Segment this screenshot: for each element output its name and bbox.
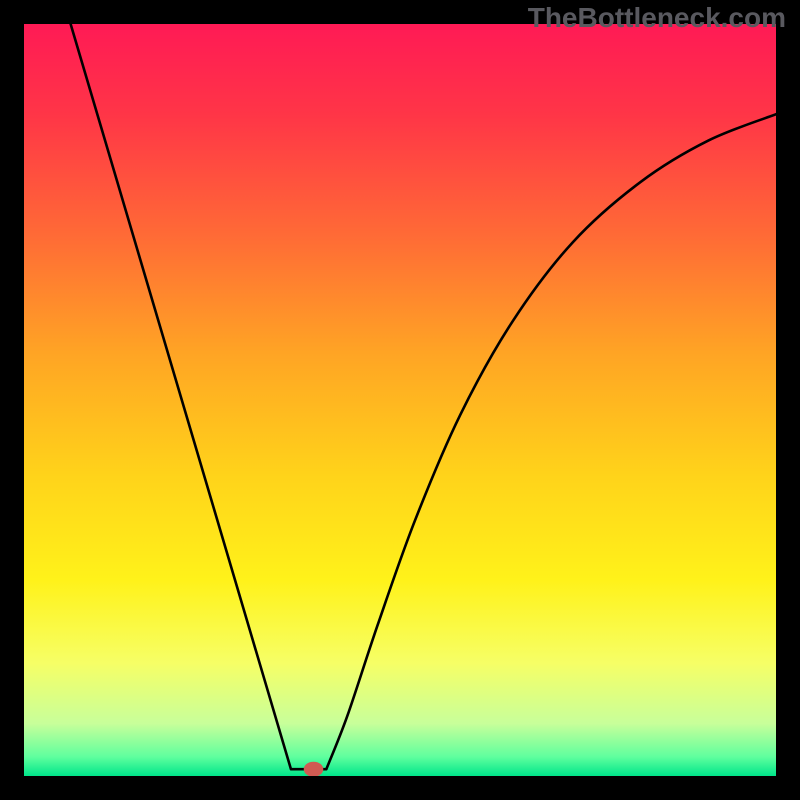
chart-svg bbox=[0, 0, 800, 800]
watermark-text: TheBottleneck.com bbox=[528, 2, 786, 34]
plot-group bbox=[24, 24, 776, 777]
chart-frame bbox=[0, 0, 800, 800]
vertex-marker bbox=[304, 762, 324, 777]
gradient-background bbox=[24, 24, 776, 776]
